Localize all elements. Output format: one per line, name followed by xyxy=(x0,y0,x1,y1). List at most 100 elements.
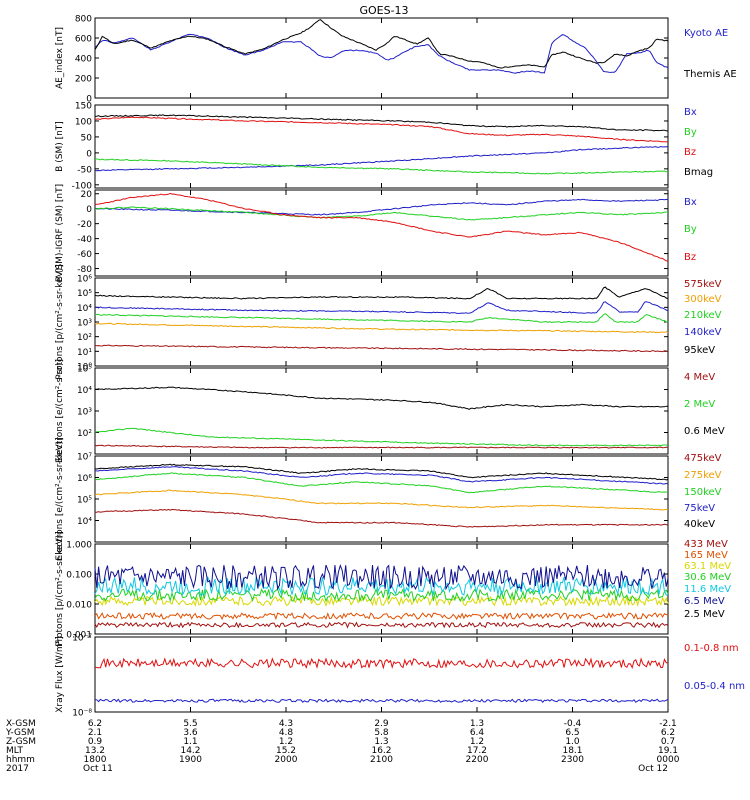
y-tick-label: 10⁵ xyxy=(77,365,92,375)
series-line-bx xyxy=(94,198,669,216)
legend-entry: 275keV xyxy=(684,470,722,481)
x-tick-value: 15.2 xyxy=(276,746,296,756)
x-tick-value: 6.2 xyxy=(661,728,675,738)
y-tick-label: 10⁰ xyxy=(77,363,92,373)
x-tick-value: 2000 xyxy=(275,755,298,765)
x-tick-value: 2200 xyxy=(466,755,489,765)
series-line-30-6-mev xyxy=(94,587,669,603)
x-tick-value: 1.0 xyxy=(565,737,580,747)
legend-entry: 2.5 MeV xyxy=(684,609,725,620)
x-tick-value: 2.9 xyxy=(374,719,389,729)
legend-entry: 95keV xyxy=(684,345,715,356)
panel-frame xyxy=(94,17,669,99)
y-tick-label: 0.100 xyxy=(66,571,92,581)
y-tick-label: 10⁴ xyxy=(77,304,92,314)
x-tick-value: 4.3 xyxy=(279,719,293,729)
y-tick-label: 200 xyxy=(75,75,92,85)
y-tick-label: 150 xyxy=(75,102,92,112)
legend-entry: Bz xyxy=(684,147,696,158)
x-row-label: Y-GSM xyxy=(5,728,34,738)
x-tick-value: 6.4 xyxy=(470,728,485,738)
y-tick-label: 10⁵ xyxy=(77,289,92,299)
y-tick-label: -50 xyxy=(77,165,92,175)
series-line-275kev xyxy=(94,489,669,511)
y-tick-label: 10⁵ xyxy=(77,496,92,506)
series-line-210kev xyxy=(94,313,668,324)
x-row-label: Z-GSM xyxy=(6,737,36,747)
x-tick-value: 6.5 xyxy=(565,728,579,738)
panel-frame xyxy=(94,543,669,635)
y-tick-label: 10⁻⁷ xyxy=(72,634,92,644)
x-tick-value: 2.1 xyxy=(88,728,102,738)
x-tick-value: 2300 xyxy=(561,755,584,765)
x-tick-value: 17.2 xyxy=(467,746,487,756)
x-row-label: MLT xyxy=(6,746,24,756)
y-axis-label: Protons [p/(cm²-s-sr-keV)] xyxy=(55,531,65,647)
legend-entry: 165 MeV xyxy=(684,550,728,561)
legend-entry: 0.6 MeV xyxy=(684,426,725,437)
x-tick-value: 6.2 xyxy=(88,719,102,729)
legend-entry: Bx xyxy=(684,197,697,208)
legend-entry: 0.1-0.8 nm xyxy=(684,643,739,654)
y-tick-label: -60 xyxy=(77,250,92,260)
legend-entry: 6.5 MeV xyxy=(684,596,725,607)
series-line-575kev xyxy=(94,344,669,353)
y-axis-label: Protons [p/(cm²-s-sr-keV)] xyxy=(55,264,65,380)
series-line-140kev xyxy=(94,301,669,314)
series-line-63-1-mev xyxy=(94,595,669,608)
panel-frame xyxy=(94,367,669,455)
series-line-150kev xyxy=(94,472,669,494)
x-tick-value: Oct 12 xyxy=(638,764,668,774)
x-tick-value: 16.2 xyxy=(371,746,391,756)
x-tick-value: 0.7 xyxy=(661,737,675,747)
legend-entry: Bmag xyxy=(684,167,713,178)
series-line-75kev xyxy=(94,466,669,485)
x-tick-value: Oct 11 xyxy=(83,764,113,774)
series-line-300kev xyxy=(94,322,669,334)
panel-electrons_mev: 10² 10³ 10⁴ 10⁵ Electrons [e/(cm²-s-sr)] 4 Me… xyxy=(55,359,725,463)
legend-entry: 210keV xyxy=(684,310,722,321)
y-tick-label: 10⁻⁸ xyxy=(72,709,92,719)
legend-entry: Bz xyxy=(684,252,696,263)
x-tick-value: 1.3 xyxy=(470,719,484,729)
y-axis-label: Electrons [e/(cm²-s-sr)] xyxy=(55,359,65,463)
y-tick-label: 10² xyxy=(77,429,92,439)
y-tick-label: 1.000 xyxy=(66,541,92,551)
legend-entry: 75keV xyxy=(684,503,715,514)
x-tick-value: -0.4 xyxy=(564,719,582,729)
y-tick-label: 10⁶ xyxy=(77,275,92,285)
y-tick-label: 50 xyxy=(81,133,93,143)
y-tick-label: -40 xyxy=(77,235,92,245)
legend-entry: 475keV xyxy=(684,453,722,464)
series-line-kyoto-ae xyxy=(94,33,669,74)
y-tick-label: 10⁴ xyxy=(77,517,92,527)
series-line-165-mev xyxy=(94,611,669,621)
x-tick-value: 3.6 xyxy=(183,728,198,738)
x-tick-value: 13.2 xyxy=(85,746,105,756)
series-line-themis-ae xyxy=(94,19,669,69)
y-axis-label: B (SM)-IGRF (SM) [nT] xyxy=(55,184,65,282)
legend-entry: 575keV xyxy=(684,279,722,290)
x-tick-value: 2100 xyxy=(370,755,393,765)
x-tick-value: 1.3 xyxy=(374,737,388,747)
panel-frame xyxy=(94,104,669,189)
series-line-95kev xyxy=(94,286,669,300)
series-line-by xyxy=(95,206,668,221)
legend-entry: By xyxy=(684,127,697,138)
legend-entry: 4 MeV xyxy=(684,372,715,383)
x-tick-value: 18.1 xyxy=(562,746,582,756)
series-line-4-mev xyxy=(94,444,669,449)
x-tick-value: 1.2 xyxy=(470,737,484,747)
panel-ae: 0 200 400 600 800 AE_index [nT] Kyoto AE Themis… xyxy=(55,15,737,105)
series-line-bx xyxy=(94,145,669,172)
panel-xray: 10⁻⁸ 10⁻⁷ Xray Flux [W/m²] 0.1-0.8 nm 0.05-0… xyxy=(55,634,745,719)
legend-entry: 30.6 MeV xyxy=(684,572,731,583)
x-row-label: X-GSM xyxy=(6,719,36,729)
x-tick-value: 1800 xyxy=(84,755,107,765)
panel-bsm: -100 -50 0 50 100 150 B (SM) [nT] Bx By Bz Bmag xyxy=(55,102,713,192)
x-tick-value: 1900 xyxy=(179,755,202,765)
x-tick-value: 14.2 xyxy=(180,746,200,756)
x-tick-value: 19.1 xyxy=(658,746,678,756)
